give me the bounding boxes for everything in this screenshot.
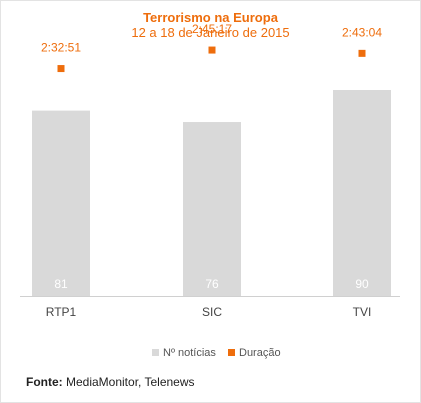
source-note: Fonte: MediaMonitor, Telenews: [26, 375, 195, 389]
category-label-tvi: TVI: [353, 305, 372, 319]
legend-swatch-noticias: [152, 349, 159, 356]
bar-value-label-tvi: 90: [355, 277, 369, 291]
bar-value-label-sic: 76: [205, 277, 219, 291]
source-text: MediaMonitor, Telenews: [62, 375, 195, 389]
legend-swatch-duracao: [228, 349, 235, 356]
legend-label-duracao: Duração: [239, 347, 281, 359]
chart-title: Terrorismo na Europa: [143, 10, 278, 25]
duration-point-tvi: [358, 49, 366, 57]
duration-point-rtp1: [57, 65, 65, 73]
bar-value-label-rtp1: 81: [54, 277, 68, 291]
bar-sic: [183, 122, 241, 297]
bar-rtp1: [32, 110, 90, 296]
duration-label-tvi: 2:43:04: [342, 25, 382, 39]
chart-subtitle: 12 a 18 de Janeiro de 2015: [131, 25, 290, 40]
source-label: Fonte:: [26, 375, 63, 389]
duration-point-sic: [208, 46, 216, 54]
bar-tvi: [333, 90, 391, 296]
category-label-sic: SIC: [202, 305, 222, 319]
legend-label-noticias: Nº notícias: [163, 347, 216, 359]
category-label-rtp1: RTP1: [46, 305, 77, 319]
duration-label-sic: 2:45:17: [192, 22, 232, 36]
duration-label-rtp1: 2:32:51: [41, 41, 81, 55]
